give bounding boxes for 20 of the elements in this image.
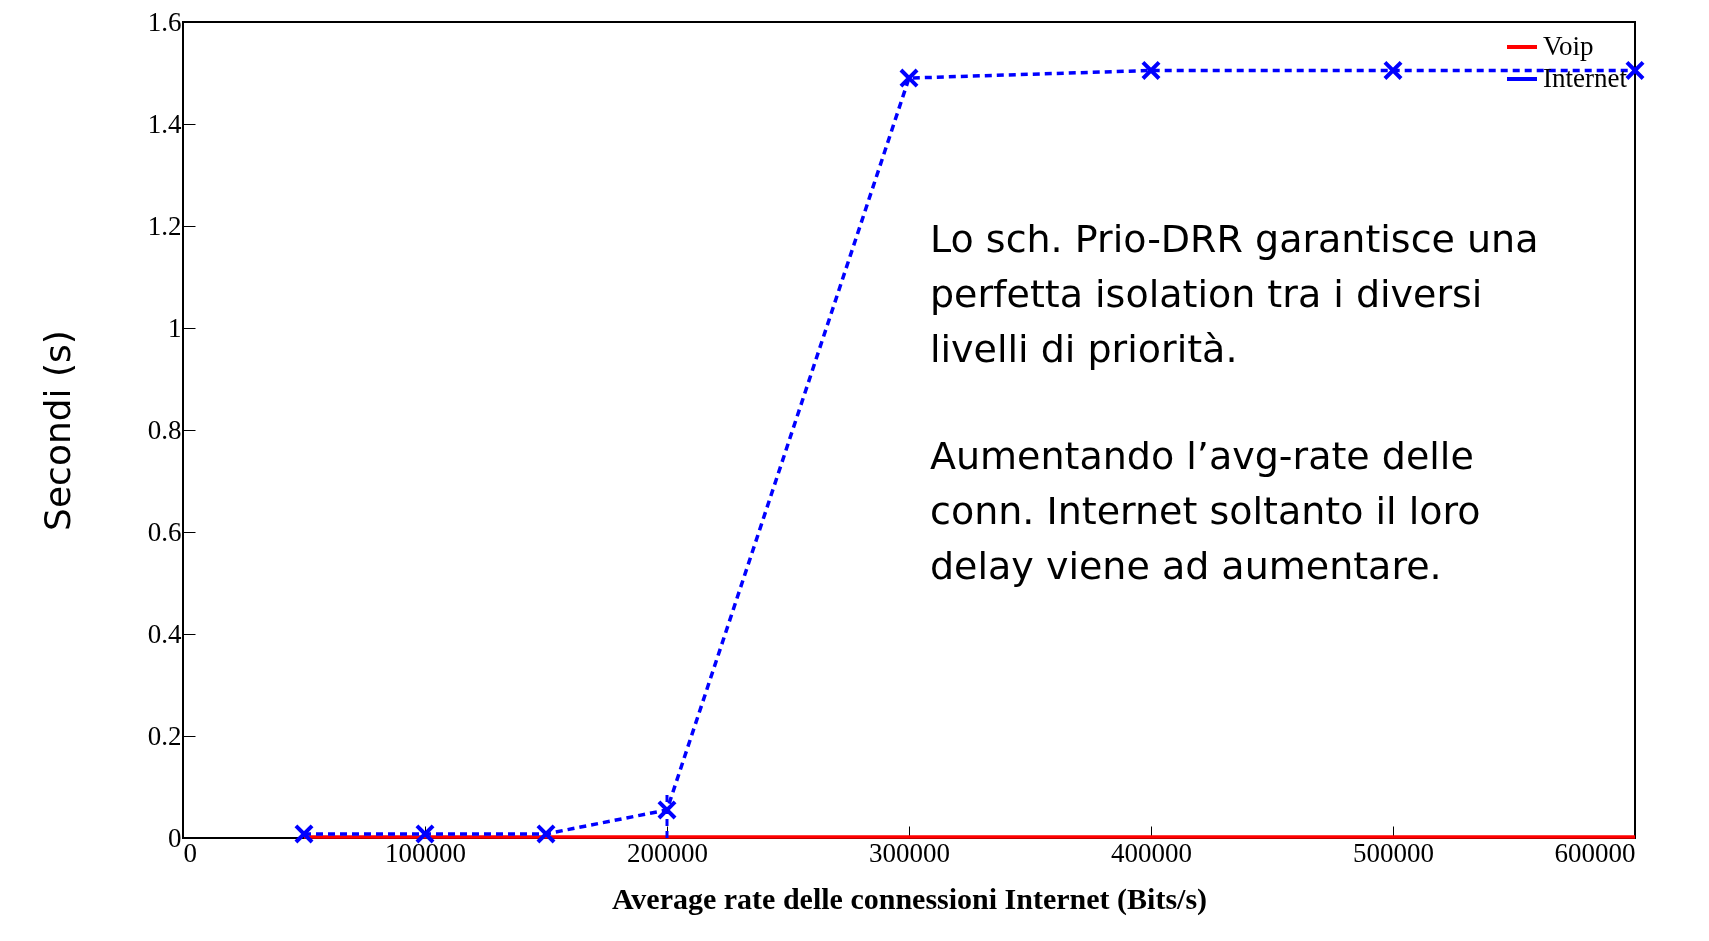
y-axis-title: Secondi (s): [36, 330, 78, 531]
x-tick-label: 600000: [1554, 837, 1636, 868]
y-tick-label: 0.6: [147, 516, 182, 547]
annotation: Aumentando l’avg-rate delle conn. Internet soltanto il loro delay viene ad aumentare.: [930, 433, 1482, 591]
y-tick-label: 1.6: [147, 6, 182, 37]
y-tick-label: 1: [168, 312, 182, 343]
legend-label: Voip: [1543, 31, 1594, 61]
annotation: Lo sch. Prio-DRR garantisce una perfetta isolation tra i diversi livelli di priorità.: [930, 216, 1540, 374]
y-tick-label: 0.4: [147, 618, 182, 649]
y-tick-label: 1.2: [147, 210, 182, 241]
x-tick-label: 300000: [869, 837, 950, 868]
y-tick-label: 1.4: [147, 108, 182, 139]
y-tick-label: 0.8: [147, 414, 182, 445]
x-axis-title: Average rate delle connessioni Internet (Bits/s): [611, 881, 1208, 916]
legend-label: Internet: [1543, 63, 1628, 93]
y-tick-label: 0.2: [147, 720, 182, 751]
x-tick-label: 400000: [1111, 837, 1192, 868]
x-tick-label: 500000: [1353, 837, 1434, 868]
x-tick-label: 200000: [627, 837, 708, 868]
x-tick-label: 100000: [385, 837, 466, 868]
